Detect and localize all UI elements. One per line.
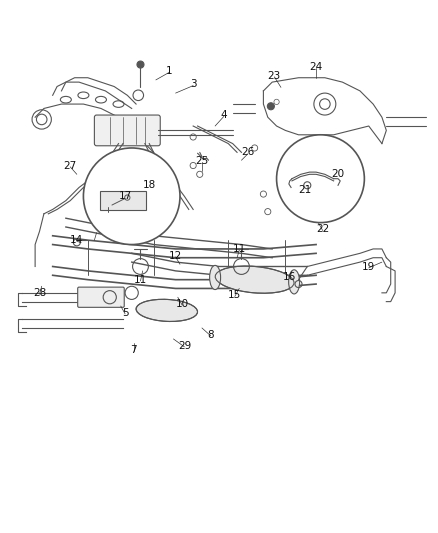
- Text: 18: 18: [142, 180, 155, 190]
- Ellipse shape: [136, 300, 197, 321]
- Text: 12: 12: [169, 251, 182, 261]
- Text: 19: 19: [361, 262, 374, 271]
- Circle shape: [267, 103, 274, 110]
- Text: 20: 20: [331, 169, 344, 179]
- Text: 17: 17: [118, 191, 131, 201]
- Text: 23: 23: [267, 70, 280, 80]
- Text: 11: 11: [134, 274, 147, 285]
- Text: 10: 10: [175, 299, 188, 309]
- Circle shape: [276, 135, 364, 223]
- Text: 22: 22: [315, 224, 328, 234]
- Text: 5: 5: [121, 308, 128, 318]
- FancyBboxPatch shape: [100, 191, 145, 211]
- Ellipse shape: [215, 266, 293, 293]
- Text: 21: 21: [298, 184, 311, 195]
- Text: 8: 8: [207, 329, 214, 340]
- Text: 3: 3: [189, 79, 196, 90]
- FancyBboxPatch shape: [78, 287, 124, 308]
- Text: 27: 27: [64, 160, 77, 171]
- Text: 26: 26: [241, 147, 254, 157]
- Text: 29: 29: [177, 341, 191, 351]
- Text: 25: 25: [195, 156, 208, 166]
- Ellipse shape: [209, 265, 220, 289]
- Text: 11: 11: [232, 244, 245, 254]
- Ellipse shape: [288, 270, 299, 294]
- Text: 7: 7: [130, 345, 137, 355]
- Circle shape: [137, 61, 144, 68]
- Circle shape: [83, 148, 180, 245]
- FancyBboxPatch shape: [94, 115, 160, 146]
- Text: 24: 24: [309, 62, 322, 72]
- Text: 28: 28: [33, 288, 46, 298]
- Text: 15: 15: [228, 290, 241, 300]
- Text: 4: 4: [220, 110, 227, 120]
- Text: 1: 1: [165, 66, 172, 76]
- Text: 14: 14: [70, 235, 83, 245]
- Text: 16: 16: [283, 272, 296, 282]
